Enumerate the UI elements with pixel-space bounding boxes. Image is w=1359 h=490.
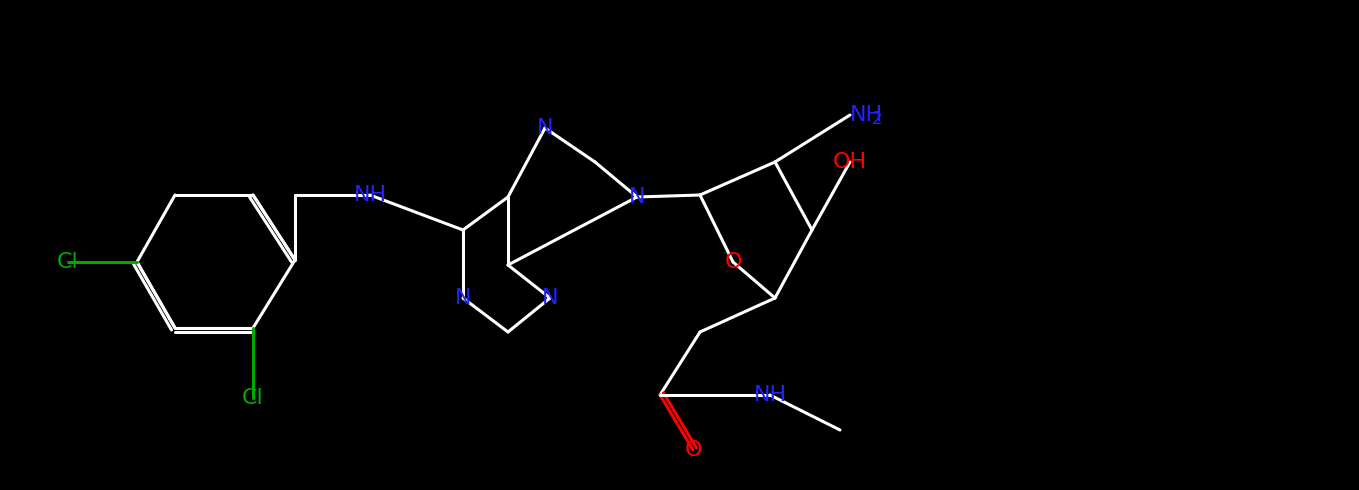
Text: OH: OH [833, 152, 867, 172]
Text: N: N [537, 118, 553, 138]
Text: NH: NH [849, 105, 883, 125]
Text: O: O [724, 252, 742, 272]
Text: NH: NH [753, 385, 787, 405]
Text: NH: NH [353, 185, 386, 205]
Text: Cl: Cl [242, 388, 264, 408]
Text: O: O [684, 440, 701, 460]
Text: N: N [455, 288, 472, 308]
Text: Cl: Cl [57, 252, 79, 272]
Text: 2: 2 [872, 110, 882, 128]
Text: N: N [542, 288, 559, 308]
Text: N: N [629, 187, 646, 207]
